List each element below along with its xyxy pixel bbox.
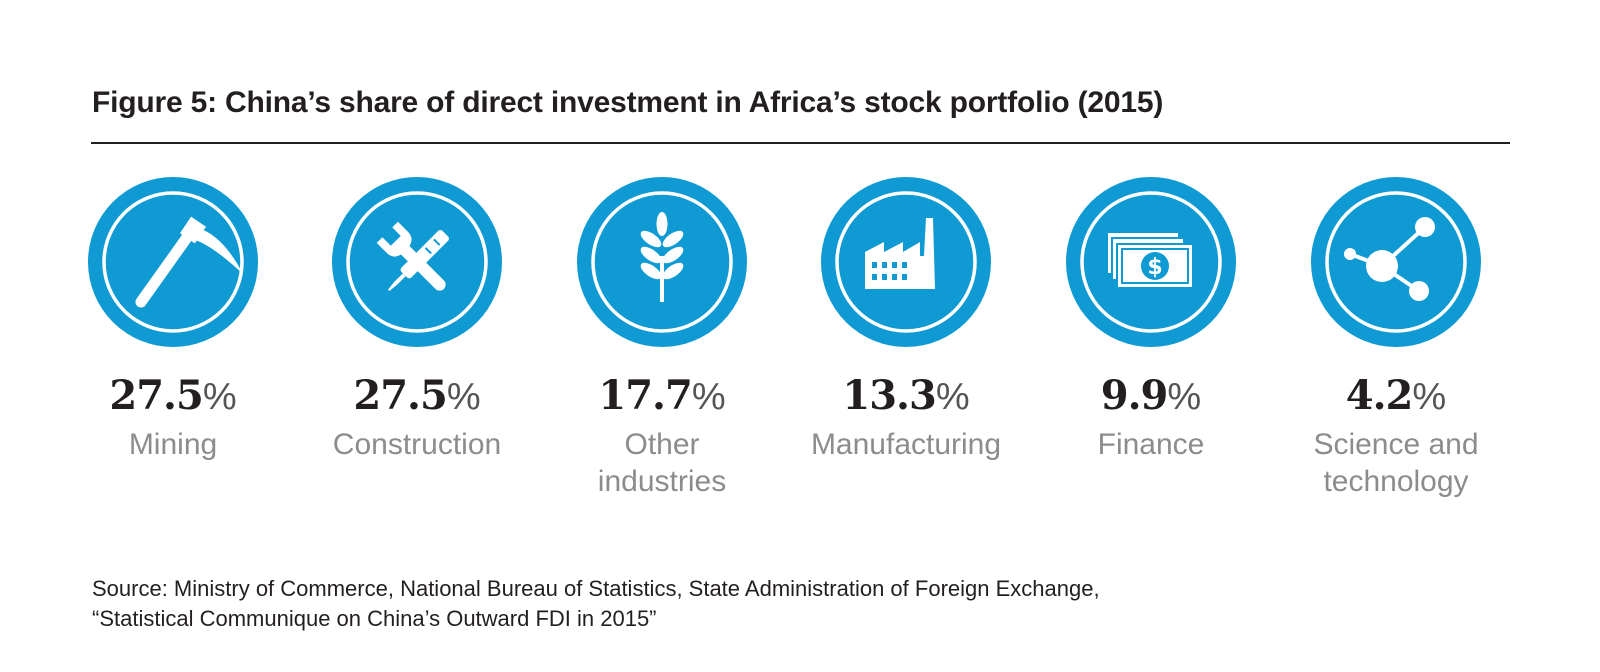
percent-unit: % <box>446 376 481 418</box>
category-item-manufacturing: 13.3% Manufacturing <box>781 176 1031 463</box>
network-icon <box>1310 176 1482 348</box>
category-label: Other industries <box>597 428 727 498</box>
source-note: Source: Ministry of Commerce, National B… <box>92 574 1100 634</box>
category-item-construction: 27.5% Construction <box>292 176 542 463</box>
value-mining: 27.5% <box>48 366 298 426</box>
percent-unit: % <box>1167 376 1202 418</box>
value-number: 13.3 <box>842 372 936 419</box>
source-line-2: “Statistical Communique on China’s Outwa… <box>92 606 657 631</box>
chart-title: Figure 5: China’s share of direct invest… <box>92 86 1164 119</box>
percent-unit: % <box>935 376 970 418</box>
money-icon: $ <box>1065 176 1237 348</box>
wheat-icon <box>576 176 748 348</box>
source-line-1: Source: Ministry of Commerce, National B… <box>92 576 1100 601</box>
pickaxe-icon <box>87 176 259 348</box>
category-label: Finance <box>1097 428 1205 461</box>
value-other-industries: 17.7% <box>537 366 787 426</box>
value-number: 4.2 <box>1345 372 1414 419</box>
value-science-technology: 4.2% <box>1271 366 1521 426</box>
category-label: Manufacturing <box>810 428 1002 461</box>
category-item-science-technology: 4.2% Science and technology <box>1271 176 1521 500</box>
percent-unit: % <box>691 376 726 418</box>
factory-icon <box>820 176 992 348</box>
value-number: 27.5 <box>353 372 447 419</box>
category-label: Construction <box>332 428 502 461</box>
value-manufacturing: 13.3% <box>781 366 1031 426</box>
value-finance: 9.9% <box>1026 366 1276 426</box>
title-divider <box>91 142 1510 144</box>
percent-unit: % <box>202 376 237 418</box>
value-number: 27.5 <box>109 372 203 419</box>
category-item-other-industries: 17.7% Other industries <box>537 176 787 500</box>
category-item-finance: $ 9.9% Finance <box>1026 176 1276 463</box>
value-construction: 27.5% <box>292 366 542 426</box>
category-label: Mining <box>128 428 218 461</box>
percent-unit: % <box>1412 376 1447 418</box>
category-label: Science and technology <box>1313 428 1479 498</box>
wrench-screwdriver-icon <box>331 176 503 348</box>
value-number: 9.9 <box>1100 372 1169 419</box>
value-number: 17.7 <box>598 372 692 419</box>
svg-text:$: $ <box>1147 255 1162 280</box>
category-item-mining: 27.5% Mining <box>48 176 298 463</box>
